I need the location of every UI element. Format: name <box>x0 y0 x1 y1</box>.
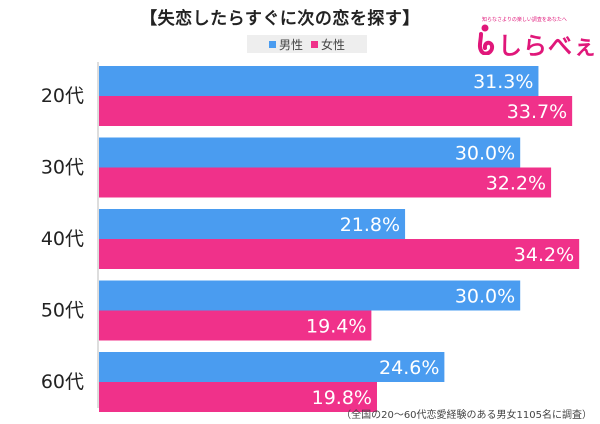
bar-value-label-male: 21.8% <box>340 214 400 236</box>
category-label: 20代 <box>41 85 84 107</box>
bars-group: 20代 31.3% 33.7% 30代 30.0% 32.2% 40代 21.8% 34.2% 5… <box>41 66 580 412</box>
legend-label-male: 男性 <box>278 37 303 52</box>
legend-swatch-female <box>311 40 318 48</box>
bar-value-label-male: 30.0% <box>455 143 515 165</box>
legend-item-female: 女性 <box>311 36 345 53</box>
bar-value-label-female: 34.2% <box>514 244 574 266</box>
bar-female <box>99 96 573 126</box>
bar-value-label-male: 24.6% <box>379 357 439 379</box>
logo-mark-icon <box>477 24 495 55</box>
bar-male <box>99 352 445 382</box>
bar-value-label-male: 30.0% <box>455 286 515 308</box>
logo-name: しらべぇ <box>498 32 598 60</box>
category-label: 40代 <box>41 228 84 250</box>
bar-value-label-female: 19.4% <box>306 316 366 338</box>
legend-item-male: 男性 <box>268 36 303 53</box>
category-label: 30代 <box>41 157 84 179</box>
bar-female <box>99 310 372 341</box>
chart-title: 【失恋したらすぐに次の恋を探す】 <box>140 9 420 29</box>
category-label: 50代 <box>41 300 84 322</box>
bar-value-label-female: 19.8% <box>312 387 372 409</box>
bar-male <box>99 209 406 239</box>
bar-female <box>99 167 552 198</box>
legend-label-female: 女性 <box>321 37 346 52</box>
bar-value-label-female: 32.2% <box>486 173 546 195</box>
bar-male <box>99 137 521 168</box>
footnote: （全国の20〜60代恋愛経験のある男女1105名に調査） <box>341 410 592 421</box>
bar-female <box>99 382 377 412</box>
legend-swatch-male <box>268 40 276 48</box>
bar-female <box>99 239 580 269</box>
logo-tagline: 知らなさよりの楽しい調査をあなたへ <box>482 17 567 23</box>
bar-value-label-female: 33.7% <box>507 101 567 123</box>
bar-male <box>99 280 521 311</box>
category-label: 60代 <box>41 371 84 393</box>
legend: 男性 女性 <box>247 35 367 53</box>
shirabee-logo: 知らなさよりの楽しい調査をあなたへ しらべぇ <box>466 14 597 60</box>
bar-male <box>99 66 539 96</box>
bar-value-label-male: 31.3% <box>473 71 533 93</box>
